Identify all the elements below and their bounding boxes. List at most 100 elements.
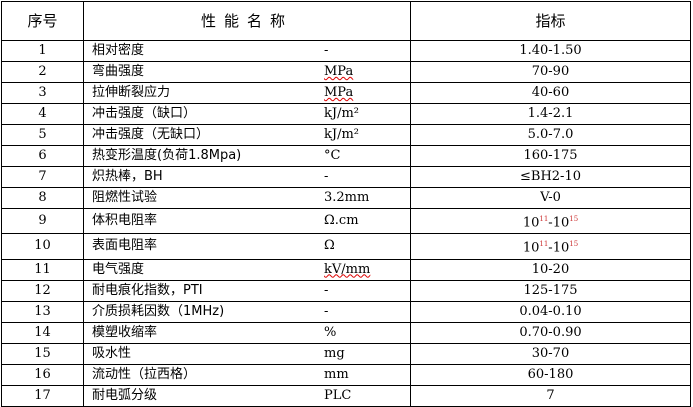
value-text: ≤BH2-10 (520, 169, 581, 184)
table-row: 1 相对密度 - 1.40-1.50 (1, 40, 691, 62)
value-text: 40-60 (531, 85, 570, 100)
property-name: 电气强度 (92, 261, 145, 277)
property-cell: 流动性（拉西格） mm (83, 363, 411, 386)
row-number: 9 (1, 207, 84, 235)
row-number: 17 (1, 384, 84, 407)
row-number: 6 (1, 145, 84, 167)
header-name: 性能名称 (83, 1, 411, 41)
row-number: 15 (1, 342, 84, 365)
row-number: 1 (1, 40, 84, 62)
row-number: 2 (1, 61, 84, 83)
property-name: 炽热棒，BH (92, 169, 163, 184)
property-value: 160-175 (410, 145, 691, 167)
row-number: 5 (1, 124, 84, 146)
property-name: 弯曲强度 (92, 64, 145, 79)
property-value: 70-90 (410, 61, 691, 83)
property-unit: - (324, 303, 329, 319)
property-cell: 耐电痕化指数，PTI - (83, 279, 411, 302)
property-name: 阻燃性试验 (92, 190, 158, 205)
property-cell: 冲击强度（无缺口） kJ/m² (83, 124, 411, 146)
table-row: 17 耐电弧分级 PLC 7 (1, 384, 691, 407)
property-cell: 阻燃性试验 3.2mm (83, 187, 411, 209)
value-text: 0.70-0.90 (519, 324, 582, 340)
row-number: 4 (1, 103, 84, 125)
table-row: 16 流动性（拉西格） mm 60-180 (1, 363, 691, 386)
property-unit: PLC (324, 387, 352, 403)
row-number: 12 (1, 279, 84, 302)
table-row: 5 冲击强度（无缺口） kJ/m² 5.0-7.0 (1, 124, 691, 146)
property-unit: MPa (324, 64, 354, 79)
row-number: 16 (1, 363, 84, 386)
value-text: 7 (546, 387, 555, 403)
property-cell: 模塑收缩率% (83, 321, 411, 344)
property-unit: Ω.cm (324, 213, 359, 229)
property-value: 1.4-2.1 (410, 103, 691, 125)
header-value: 指标 (410, 1, 691, 41)
value-text: 1.40-1.50 (519, 43, 582, 58)
row-number: 3 (1, 82, 84, 104)
property-value: 1.40-1.50 (410, 40, 691, 62)
property-unit: °C (324, 148, 341, 163)
property-value: 0.04-0.10 (410, 300, 691, 323)
property-name: 模塑收缩率 (92, 324, 158, 340)
header-no: 序号 (1, 1, 84, 41)
property-cell: 表面电阻率 Ω (83, 233, 411, 260)
property-cell: 体积电阻率 Ω.cm (83, 207, 411, 235)
property-cell: 弯曲强度 MPa (83, 61, 411, 83)
property-unit: mg (324, 345, 345, 361)
row-number: 8 (1, 187, 84, 209)
property-cell: 耐电弧分级 PLC (83, 384, 411, 407)
value-text: -10 (548, 215, 570, 231)
row-number: 13 (1, 300, 84, 323)
table-row: 7 炽热棒，BH - ≤BH2-10 (1, 166, 691, 188)
property-name: 吸水性 (92, 345, 132, 361)
value-text: 125-175 (523, 282, 578, 298)
table-row: 14 模塑收缩率% 0.70-0.90 (1, 321, 691, 344)
row-number: 10 (1, 233, 84, 260)
property-unit: - (324, 282, 329, 298)
exponent: 15 (569, 240, 579, 249)
property-value: 5.0-7.0 (410, 124, 691, 146)
row-number: 11 (1, 258, 84, 281)
table-row: 6 热变形温度(负荷1.8Mpa) °C 160-175 (1, 145, 691, 167)
table-row: 3 拉伸断裂应力 MPa 40-60 (1, 82, 691, 104)
property-value: 1011-1015 (410, 207, 691, 235)
value-text: 0.04-0.10 (519, 303, 582, 319)
property-value: ≤BH2-10 (410, 166, 691, 188)
property-name: 拉伸断裂应力 (92, 85, 171, 100)
property-cell: 介质损耗因数（1MHz) - (83, 300, 411, 323)
property-unit: kV/mm (324, 261, 371, 277)
property-unit: MPa (324, 85, 354, 100)
property-unit: mm (324, 366, 349, 382)
value-text: -10 (548, 240, 570, 256)
table-row: 11 电气强度 kV/mm 10-20 (1, 258, 691, 281)
table-row: 13 介质损耗因数（1MHz) - 0.04-0.10 (1, 300, 691, 323)
property-value: 10-20 (410, 258, 691, 281)
property-unit: 3.2mm (324, 190, 370, 205)
exponent: 11 (539, 240, 549, 249)
property-unit: - (324, 169, 329, 184)
property-value: 1011-1015 (410, 233, 691, 260)
value-text: 1.4-2.1 (527, 106, 574, 121)
value-text: 60-180 (527, 366, 574, 382)
property-unit: kJ/m² (324, 106, 360, 121)
property-value: V-0 (410, 187, 691, 209)
exponent: 11 (539, 215, 549, 223)
value-text: 160-175 (523, 148, 578, 163)
property-cell: 相对密度 - (83, 40, 411, 62)
row-number: 14 (1, 321, 84, 344)
value-text: 10 (522, 240, 540, 256)
property-cell: 吸水性 mg (83, 342, 411, 365)
table-row: 12 耐电痕化指数，PTI - 125-175 (1, 279, 691, 302)
value-text: 70-90 (531, 64, 570, 79)
property-cell: 电气强度 kV/mm (83, 258, 411, 281)
property-name: 体积电阻率 (92, 213, 158, 229)
property-unit: Ω (324, 238, 335, 254)
property-value: 7 (410, 384, 691, 407)
property-value: 30-70 (410, 342, 691, 365)
property-name: 相对密度 (92, 43, 145, 58)
row-number: 7 (1, 166, 84, 188)
value-text: 10-20 (531, 261, 570, 277)
property-value: 0.70-0.90 (410, 321, 691, 344)
